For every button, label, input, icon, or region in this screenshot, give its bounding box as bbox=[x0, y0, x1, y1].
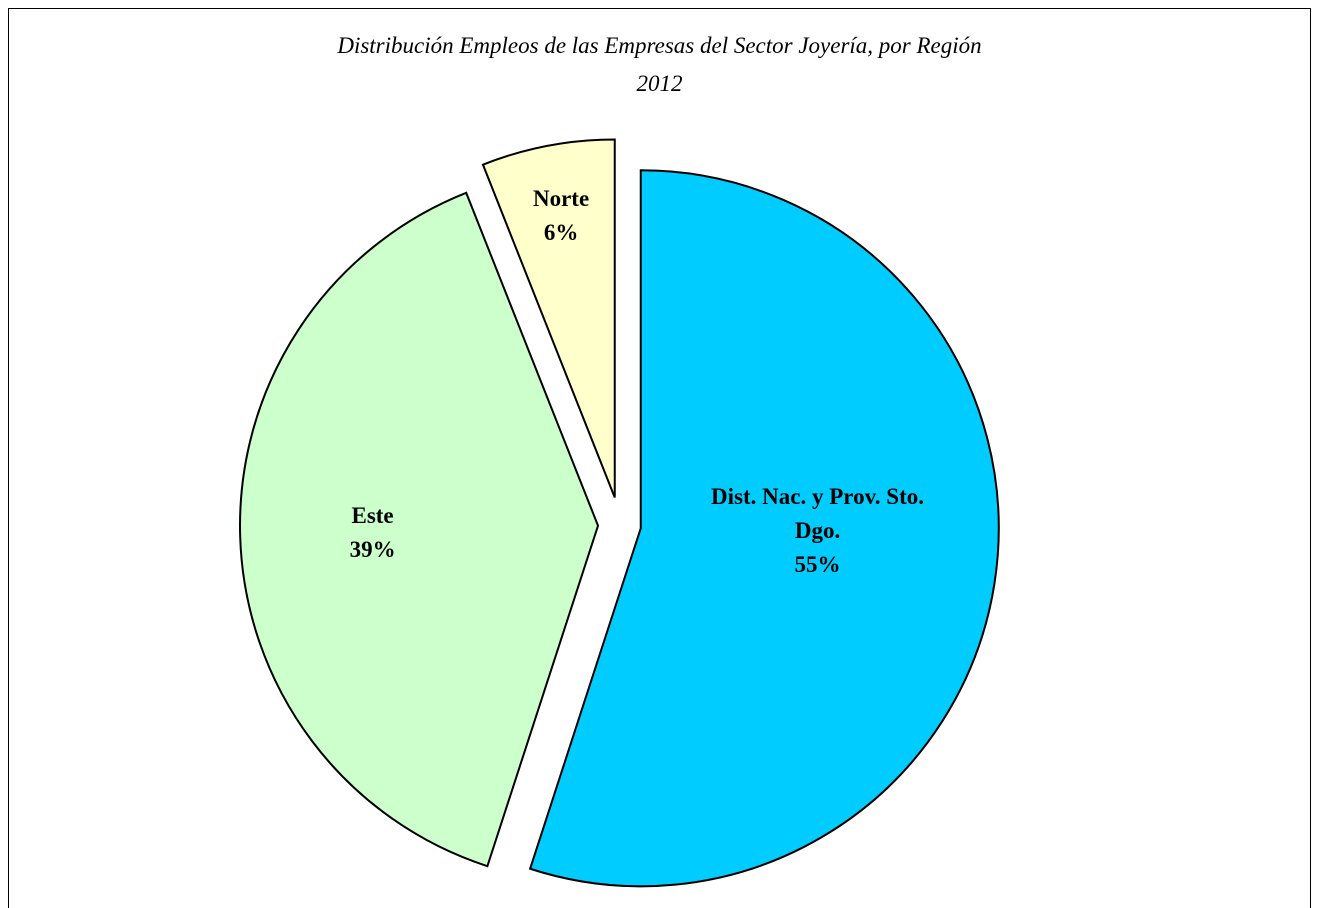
slice-category: Este bbox=[351, 502, 394, 528]
slice-label: Norte 6% bbox=[501, 182, 621, 250]
slice-category: Norte bbox=[532, 186, 590, 212]
slice-label: Este 39% bbox=[313, 499, 433, 567]
slice-value-label: 39% bbox=[349, 536, 396, 562]
slice-value-label: 6% bbox=[543, 220, 579, 246]
pie-slice bbox=[528, 169, 1000, 888]
slice-category: Dist. Nac. y Prov. Sto. Dgo. bbox=[711, 484, 924, 544]
pie-slice bbox=[481, 138, 616, 498]
slice-value-label: 55% bbox=[794, 552, 841, 578]
pie-slice bbox=[239, 191, 600, 868]
chart-subtitle: 2012 bbox=[636, 71, 683, 96]
slice-label: Dist. Nac. y Prov. Sto. Dgo. 55% bbox=[693, 480, 943, 582]
chart-title: Distribución Empleos de las Empresas del… bbox=[337, 33, 982, 58]
